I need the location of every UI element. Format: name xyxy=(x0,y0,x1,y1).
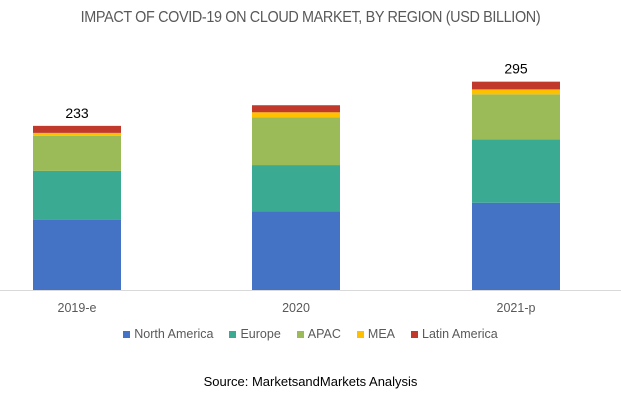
bar-segment-north-america-2020 xyxy=(252,211,340,290)
legend-label: Latin America xyxy=(422,327,498,341)
source-note: Source: MarketsandMarkets Analysis xyxy=(203,374,418,389)
bar-segment-europe-2019-e xyxy=(33,170,121,220)
total-label-2021-p: 295 xyxy=(504,61,528,77)
legend: North America Europe APAC MEA Latin America xyxy=(0,327,621,341)
x-tick-label: 2021-p xyxy=(497,301,536,315)
bar-segment-europe-2021-p xyxy=(472,139,560,203)
bar-segment-latin-america-2019-e xyxy=(33,125,121,133)
legend-label: Europe xyxy=(240,327,281,341)
legend-item-latin-america: Latin America xyxy=(411,327,498,341)
legend-swatch xyxy=(356,330,364,338)
legend-label: North America xyxy=(134,327,214,341)
x-tick-label: 2020 xyxy=(282,301,310,315)
bar-segment-mea-2019-e xyxy=(33,132,121,136)
bar-segment-latin-america-2021-p xyxy=(472,81,560,90)
bar-segment-apac-2021-p xyxy=(472,94,560,140)
bar-segment-mea-2020 xyxy=(252,112,340,118)
legend-item-europe: Europe xyxy=(229,327,281,341)
bar-segment-mea-2021-p xyxy=(472,89,560,95)
bar-segment-latin-america-2020 xyxy=(252,105,340,113)
x-tick-label: 2019-e xyxy=(58,301,97,315)
bar-segment-europe-2020 xyxy=(252,165,340,212)
legend-label: APAC xyxy=(307,327,341,341)
legend-swatch xyxy=(296,330,304,338)
legend-swatch xyxy=(411,330,418,338)
bar-segment-apac-2019-e xyxy=(33,135,121,171)
legend-item-apac: APAC xyxy=(296,327,341,341)
bar-segment-north-america-2021-p xyxy=(472,202,560,290)
legend-label: MEA xyxy=(367,327,395,341)
chart-title: IMPACT OF COVID-19 ON CLOUD MARKET, BY R… xyxy=(80,9,541,26)
legend-item-mea: MEA xyxy=(356,327,395,341)
total-label-2019-e: 233 xyxy=(65,105,89,121)
legend-swatch xyxy=(123,330,131,338)
legend-swatch xyxy=(229,330,237,338)
legend-item-north-america: North America xyxy=(123,327,213,341)
bar-segment-apac-2020 xyxy=(252,117,340,166)
bar-segment-north-america-2019-e xyxy=(33,219,121,290)
